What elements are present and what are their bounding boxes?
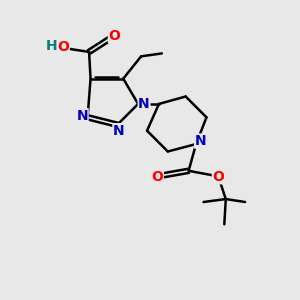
Text: N: N	[113, 124, 124, 138]
Text: N: N	[76, 109, 88, 123]
Text: H: H	[46, 39, 57, 53]
Text: O: O	[57, 40, 69, 55]
Text: O: O	[108, 28, 120, 43]
Text: O: O	[212, 170, 224, 184]
Text: O: O	[152, 170, 164, 184]
Text: N: N	[138, 97, 150, 111]
Text: N: N	[195, 134, 206, 148]
